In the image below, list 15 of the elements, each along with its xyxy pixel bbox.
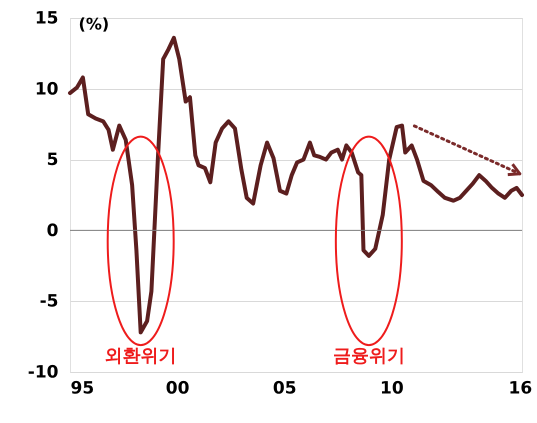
line-series xyxy=(68,36,524,334)
annotation: 외환위기 xyxy=(104,345,177,366)
y-tick-label: 5 xyxy=(46,150,58,170)
y-axis-title: (%) xyxy=(78,14,110,34)
x-tick-label: 00 xyxy=(166,378,190,398)
y-tick-label: 10 xyxy=(34,79,59,100)
x-tick-label: 10 xyxy=(380,378,404,398)
x-tick-label: 16 xyxy=(508,378,532,398)
y-tick-label: -10 xyxy=(28,362,59,382)
x-tick-label: 05 xyxy=(272,378,297,398)
y-tick-label: 0 xyxy=(46,220,59,241)
x-tick-label: 95 xyxy=(70,378,94,398)
y-tick-label: -5 xyxy=(40,292,58,312)
annotation: 금융위기 xyxy=(332,345,405,366)
y-tick-label: 15 xyxy=(34,8,58,28)
